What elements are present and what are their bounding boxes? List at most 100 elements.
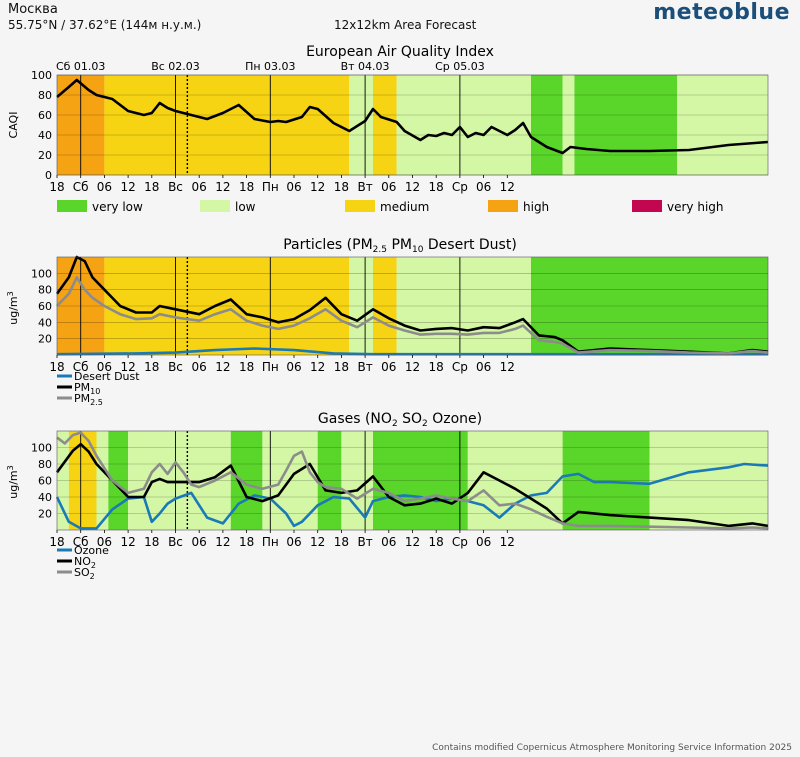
x-tick-label: 18: [49, 180, 64, 194]
x-tick-label: Вт: [357, 535, 372, 549]
legend-subscript: 2.5: [90, 398, 103, 407]
chart2-title-b: PM: [387, 237, 412, 253]
x-tick-label: 06: [476, 360, 491, 374]
x-tick-label: 06: [97, 180, 112, 194]
legend-label: high: [523, 200, 549, 214]
y-tick-label: 40: [38, 491, 52, 504]
x-tick-label: 18: [334, 535, 349, 549]
y-tick-label: 0: [45, 169, 52, 182]
chart2-title: Particles (PM2.5 PM10 Desert Dust): [283, 237, 517, 255]
coordinates: 55.75°N / 37.62°E (144м н.у.м.): [8, 18, 202, 32]
y-tick-label: 40: [38, 129, 52, 142]
x-tick-label: Вс: [168, 180, 183, 194]
x-tick-label: Вс: [168, 535, 183, 549]
x-tick-label: 18: [239, 180, 254, 194]
x-tick-label: 18: [429, 535, 444, 549]
y-tick-label: 100: [31, 442, 52, 455]
y-tick-label: 20: [38, 149, 52, 162]
x-tick-label: 12: [215, 535, 230, 549]
footer-credit: Contains modified Copernicus Atmosphere …: [432, 743, 792, 753]
legend-label: SO2: [74, 566, 95, 581]
x-tick-label: Вт: [357, 180, 372, 194]
x-tick-label: 12: [500, 180, 515, 194]
x-tick-label: 06: [192, 535, 207, 549]
chart2-title-c: Desert Dust): [423, 237, 516, 253]
chart1-plot: 0 20 40 60 80 100 18 Сб 06 12 18 Вс 06 12 18 Пн 06 12 18 Вт…: [31, 60, 769, 194]
x-tick-label: 06: [286, 535, 301, 549]
series-line-desert-dust: [56, 347, 768, 356]
series-line-pm10: [55, 255, 769, 355]
band-medium: [104, 257, 350, 355]
x-tick-label: 12: [310, 360, 325, 374]
chart3-title-b: SO: [398, 411, 422, 427]
x-tick-label: 06: [381, 180, 396, 194]
chart3-plot: 20 40 60 80 100 18 Сб 06 12 18 Вс 06 12 18 Пн 06 12 18 Вт 0…: [31, 430, 769, 549]
legend-subscript: 2: [90, 572, 95, 581]
x-tick-label: 06: [97, 360, 112, 374]
x-tick-label: 06: [381, 535, 396, 549]
x-tick-label: 12: [405, 180, 420, 194]
x-tick-label: 12: [310, 180, 325, 194]
legend-subscript: 10: [90, 387, 100, 396]
legend-label: very high: [667, 200, 724, 214]
x-tick-label: 06: [476, 535, 491, 549]
band-low: [649, 431, 768, 530]
y-tick-label: 80: [38, 89, 52, 102]
band-very_low: [531, 75, 563, 175]
y-tick-label: 20: [38, 508, 52, 521]
x-tick-label: Ср: [452, 180, 468, 194]
chart3-title: Gases (NO2 SO2 Ozone): [318, 411, 482, 429]
x-tick-label: 06: [192, 180, 207, 194]
day-label: Сб 01.03: [56, 60, 105, 73]
x-tick-label: 18: [334, 180, 349, 194]
legend-label: Desert Dust: [74, 370, 140, 383]
x-tick-label: 12: [120, 535, 135, 549]
band-medium: [373, 257, 397, 355]
x-tick-label: 18: [334, 360, 349, 374]
chart2-plot: 20 40 60 80 100 18 Сб 06 12 18 Вс 06 12 18 Пн 06 12 18 Вт 0…: [31, 255, 769, 374]
x-tick-label: 06: [97, 535, 112, 549]
y-tick-label: 60: [38, 300, 52, 313]
chart2-title-sub1: 2.5: [373, 245, 387, 255]
x-tick-label: Сб: [73, 360, 89, 374]
band-very_low: [108, 431, 129, 530]
x-tick-label: 18: [429, 180, 444, 194]
legend-label: low: [235, 200, 256, 214]
x-tick-label: 06: [192, 360, 207, 374]
legend-swatch-very_low: [57, 200, 87, 212]
y-tick-label: 80: [38, 284, 52, 297]
x-tick-label: Вт: [357, 360, 372, 374]
y-tick-label: 100: [31, 69, 52, 82]
x-tick-label: 18: [144, 360, 159, 374]
legend-swatch-low: [200, 200, 230, 212]
x-tick-label: 12: [215, 180, 230, 194]
day-label: Вт 04.03: [341, 60, 390, 73]
chart3-title-c: Ozone): [428, 411, 482, 427]
x-tick-label: 12: [215, 360, 230, 374]
charts-canvas: European Air Quality Index CAQI 0 20 40 60 8…: [6, 44, 769, 581]
chart2-ylabel: ug/m3: [6, 291, 20, 324]
band-low: [57, 431, 69, 530]
x-tick-label: 12: [120, 360, 135, 374]
x-tick-label: 18: [144, 180, 159, 194]
x-tick-label: 06: [286, 180, 301, 194]
chart1-ylabel: CAQI: [7, 112, 20, 139]
chart3-title-sub2: 2: [422, 419, 428, 429]
y-tick-label: 60: [38, 109, 52, 122]
legend-label: very low: [92, 200, 143, 214]
y-tick-label: 60: [38, 475, 52, 488]
band-low: [96, 431, 109, 530]
x-tick-label: 06: [381, 360, 396, 374]
chart3-title-sub1: 2: [392, 419, 398, 429]
chart3-ylabel: ug/m3: [6, 465, 20, 498]
meteoblue-logo[interactable]: meteoblue: [653, 0, 790, 25]
day-label: Вс 02.03: [151, 60, 200, 73]
x-tick-label: Сб: [73, 180, 89, 194]
forecast-label: 12x12km Area Forecast: [334, 18, 477, 32]
x-tick-label: Ср: [452, 535, 468, 549]
x-tick-label: 18: [144, 535, 159, 549]
x-tick-label: 12: [310, 535, 325, 549]
y-tick-label: 20: [38, 333, 52, 346]
